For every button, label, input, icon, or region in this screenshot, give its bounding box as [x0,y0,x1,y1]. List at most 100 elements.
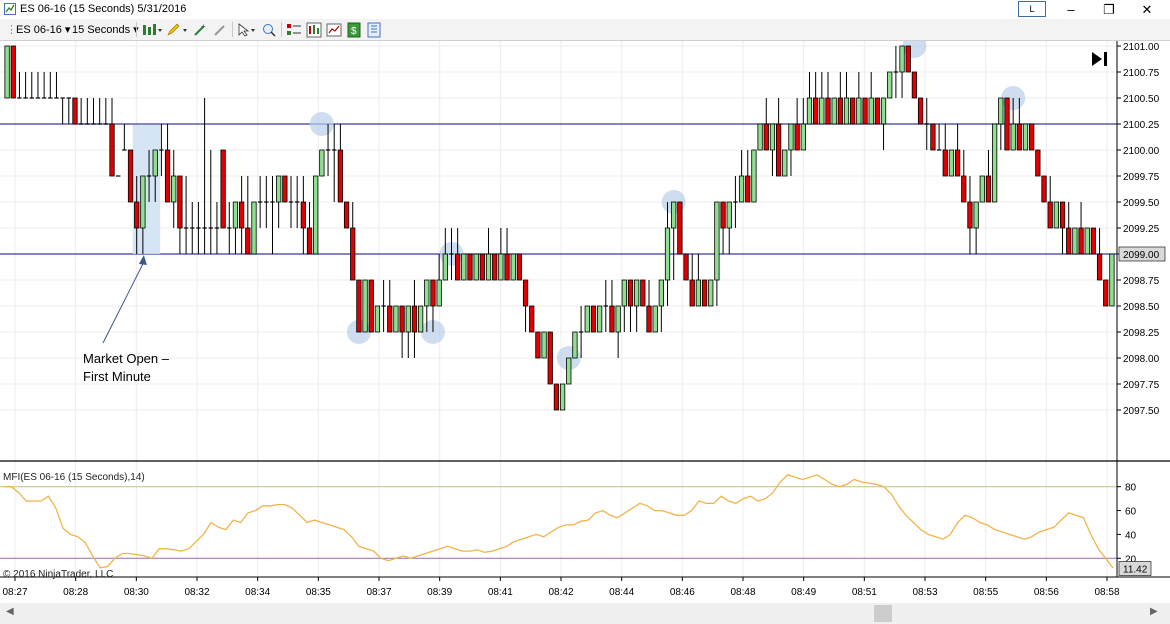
candle [671,201,677,280]
candle [368,279,374,333]
candle [245,176,251,255]
candle [516,253,523,281]
go-to-latest-icon[interactable] [1092,52,1107,66]
time-tick-label: 08:30 [124,587,149,598]
candle-body [522,279,529,307]
interval-selector[interactable]: 15 Seconds ▾ [72,24,139,36]
mfi-tick-label: 60 [1125,507,1137,518]
candle [677,201,683,255]
candle [276,175,282,228]
candle [257,176,263,228]
candle-body [171,175,177,203]
templates-icon[interactable] [366,22,382,38]
candle [473,253,479,281]
candle [140,175,146,254]
mfi-label: MFI(ES 06-16 (15 Seconds),14) [3,472,145,483]
candle [103,98,109,125]
svg-text:$: $ [351,26,357,37]
mfi-indicator: MFI(ES 06-16 (15 Seconds),14) [0,472,1117,569]
candle-body [282,175,288,203]
time-tick-label: 08:42 [548,587,573,598]
bar-style-icon[interactable] [141,22,163,38]
scroll-left-icon[interactable]: ◀ [6,606,14,617]
candle-body [837,97,843,125]
candle [66,97,72,124]
candle [578,306,584,358]
candle [449,228,454,280]
horizontal-scrollbar[interactable]: ◀ ▶ [0,603,1170,624]
candle-body [566,357,572,385]
candle [819,72,825,125]
candle [171,150,177,228]
candle-body [411,305,418,333]
candle [541,331,547,359]
candle [621,279,627,332]
candle-body [887,71,893,99]
candle-body [461,253,467,281]
zoom-out-icon[interactable] [212,22,228,38]
candle [640,279,646,307]
candle [596,305,603,333]
candle-body [529,305,535,333]
chart-properties-icon[interactable] [326,22,342,38]
candle-body [584,305,590,333]
candle [461,253,467,281]
link-button[interactable]: L [1018,1,1046,17]
strategies-icon[interactable] [306,22,322,38]
cursor-icon[interactable] [236,22,258,38]
time-tick-label: 08:44 [609,587,634,598]
price-tick-label: 2098.25 [1123,328,1160,339]
time-tick-label: 08:53 [912,587,937,598]
candle-body [701,279,708,307]
money-icon[interactable]: $ [346,22,362,38]
chart-axes: 2101.00 2100.75 2100.50 2100.25 2100.00 2099.… [0,41,1170,598]
candle-body [683,253,689,281]
candle [127,149,134,203]
candle [1066,202,1072,255]
indicators-icon[interactable] [286,22,302,38]
candle [190,202,195,254]
price-chart[interactable]: MFI(ES 06-16 (15 Seconds),14) 2101.00210… [0,41,1170,603]
candle [152,149,158,202]
maximize-icon[interactable]: ❐ [1103,2,1115,17]
scroll-right-icon[interactable]: ▶ [1150,606,1158,617]
candle [942,124,948,177]
candle [467,253,473,281]
scroll-thumb[interactable] [874,605,892,622]
candle [479,253,485,281]
candle-body [708,279,714,307]
minimize-icon[interactable]: – [1067,2,1075,17]
candle [202,98,207,254]
magnifier-icon[interactable] [261,22,277,38]
mfi-last-value-label: 11.42 [1123,564,1148,575]
copyright-text: © 2016 NinjaTrader, LLC [3,569,113,580]
candle [714,201,720,306]
instrument-selector[interactable]: ES 06-16 ▾ [16,24,71,36]
candle [893,46,899,98]
zoom-in-icon[interactable]: + [192,22,208,38]
candle [769,123,776,176]
candle [1047,176,1053,229]
candle [1010,98,1016,151]
candle [782,149,788,177]
price-tick-label: 2100.75 [1123,68,1160,79]
price-tick-label: 2097.50 [1123,406,1160,417]
candle-body [856,97,862,125]
close-icon[interactable]: ✕ [1141,2,1153,17]
candle-body [498,253,504,281]
candle [868,72,874,125]
toolbar-grip-icon: ⋮ [6,24,17,36]
candle-body [72,97,78,125]
market-open-annotation: Market Open – First Minute [83,255,170,384]
candle-body [109,123,115,177]
draw-pencil-icon[interactable] [166,22,188,38]
candle-body [874,97,880,125]
candle [726,201,732,254]
candle-body [868,97,874,125]
candle [992,123,998,203]
mfi-tick-label: 80 [1125,483,1137,494]
candle-body [850,97,856,125]
mfi-tick-label: 40 [1125,530,1137,541]
candle-body [4,45,10,99]
candle-body [399,305,405,333]
